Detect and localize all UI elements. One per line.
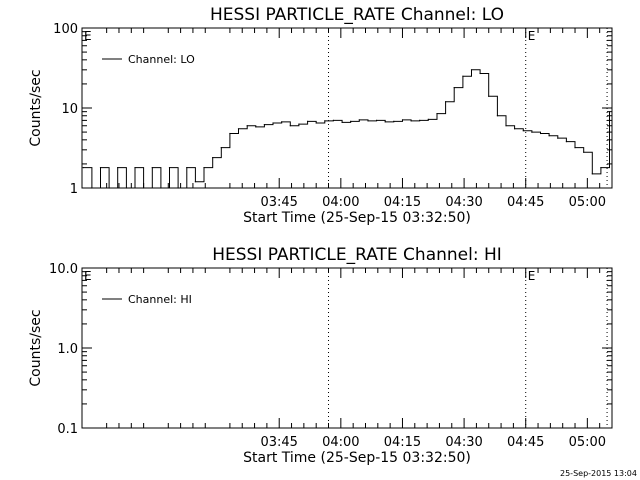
data-point: [574, 147, 576, 149]
x-axis-label: Start Time (25-Sep-15 03:32:50): [243, 450, 471, 466]
corner-marker-label: E: [84, 29, 92, 43]
data-point: [220, 147, 222, 149]
data-point: [401, 119, 404, 121]
data-point: [246, 125, 248, 127]
data-point: [315, 122, 317, 124]
y-tick-label: 1: [70, 182, 78, 197]
x-tick-label: 04:15: [384, 195, 421, 210]
x-tick-label: 03:45: [260, 435, 297, 450]
data-point: [496, 115, 498, 117]
timestamp-label: 25-Sep-2015 13:04: [560, 469, 637, 478]
data-point: [168, 167, 171, 169]
data-point: [298, 123, 300, 125]
y-tick-label: 10.0: [49, 262, 78, 277]
data-point: [583, 151, 585, 153]
data-point: [591, 173, 593, 175]
data-point: [445, 101, 447, 103]
data-point: [384, 121, 386, 123]
chart-hi-channel: HESSI PARTICLE_RATE Channel: HI 0.1 1.0 10.…: [28, 245, 613, 466]
x-tick-label: 05:00: [569, 195, 606, 210]
data-point: [608, 111, 611, 113]
x-tick-label: 04:15: [384, 435, 421, 450]
data-point: [462, 75, 464, 77]
data-point: [565, 141, 568, 143]
x-tick-label: 03:45: [260, 195, 297, 210]
data-point: [307, 120, 309, 122]
y-tick-label: 10: [61, 102, 78, 117]
data-point: [600, 167, 602, 169]
data-point: [177, 187, 179, 189]
data-point: [376, 119, 378, 121]
data-point: [263, 124, 265, 126]
data-point: [108, 187, 110, 189]
data-point: [272, 122, 274, 124]
data-point: [531, 131, 533, 133]
data-point: [332, 119, 334, 121]
y-tick-label: 0.1: [57, 422, 78, 437]
data-point: [410, 120, 412, 122]
data-point: [212, 157, 214, 159]
data-point: [557, 137, 559, 139]
data-point: [194, 181, 196, 183]
chart-title: HESSI PARTICLE_RATE Channel: HI: [212, 245, 502, 265]
plot-frame: [81, 27, 613, 189]
plot-frame: [81, 267, 613, 429]
data-point: [488, 95, 490, 97]
data-point: [151, 167, 153, 169]
legend-label: Channel: HI: [128, 293, 192, 306]
data-point: [367, 120, 369, 122]
x-tick-label: 04:00: [322, 435, 359, 450]
y-tick-label: 100: [53, 22, 78, 37]
data-point: [91, 187, 93, 189]
data-point: [82, 167, 84, 169]
x-tick-label: 04:30: [445, 435, 482, 450]
data-point: [548, 135, 550, 137]
data-point: [125, 187, 127, 189]
data-point: [505, 125, 507, 127]
data-point: [237, 128, 240, 130]
data-point: [358, 119, 360, 121]
event-marker-label: E: [528, 269, 536, 283]
data-point: [479, 72, 481, 75]
data-point: [453, 87, 455, 89]
corner-marker-label: E: [84, 269, 92, 283]
data-point: [350, 120, 352, 122]
data-point: [281, 121, 283, 123]
y-axis-label: Counts/sec: [28, 69, 44, 146]
chart-title: HESSI PARTICLE_RATE Channel: LO: [210, 5, 504, 25]
data-point: [470, 69, 473, 71]
data-point: [436, 113, 438, 115]
data-point: [186, 167, 188, 169]
y-tick-label: 1.0: [57, 342, 78, 357]
x-tick-label: 05:00: [569, 435, 606, 450]
x-tick-label: 04:00: [322, 195, 359, 210]
data-point: [324, 120, 326, 122]
data-point: [143, 187, 145, 189]
data-point: [289, 125, 291, 127]
legend-label: Channel: LO: [128, 53, 195, 66]
data-point: [427, 118, 429, 120]
data-point: [117, 167, 119, 169]
chart-lo-channel: HESSI PARTICLE_RATE Channel: LO 1 10 100 03:…: [28, 5, 613, 226]
y-axis-label: Counts/sec: [28, 309, 44, 386]
data-point: [255, 126, 257, 128]
data-point: [514, 128, 516, 130]
data-point: [160, 187, 162, 189]
series-line-lo: [83, 69, 610, 189]
data-point: [229, 132, 231, 135]
data-point: [203, 167, 205, 169]
data-point: [539, 132, 542, 135]
data-point: [341, 121, 343, 123]
data-point: [99, 167, 102, 169]
data-point: [522, 130, 524, 132]
data-point: [419, 119, 421, 121]
x-tick-label: 04:30: [445, 195, 482, 210]
data-point: [393, 120, 395, 122]
event-marker-label: E: [528, 29, 536, 43]
x-tick-label: 04:45: [507, 435, 544, 450]
data-point: [134, 167, 136, 169]
x-axis-label: Start Time (25-Sep-15 03:32:50): [243, 210, 471, 226]
x-tick-label: 04:45: [507, 195, 544, 210]
